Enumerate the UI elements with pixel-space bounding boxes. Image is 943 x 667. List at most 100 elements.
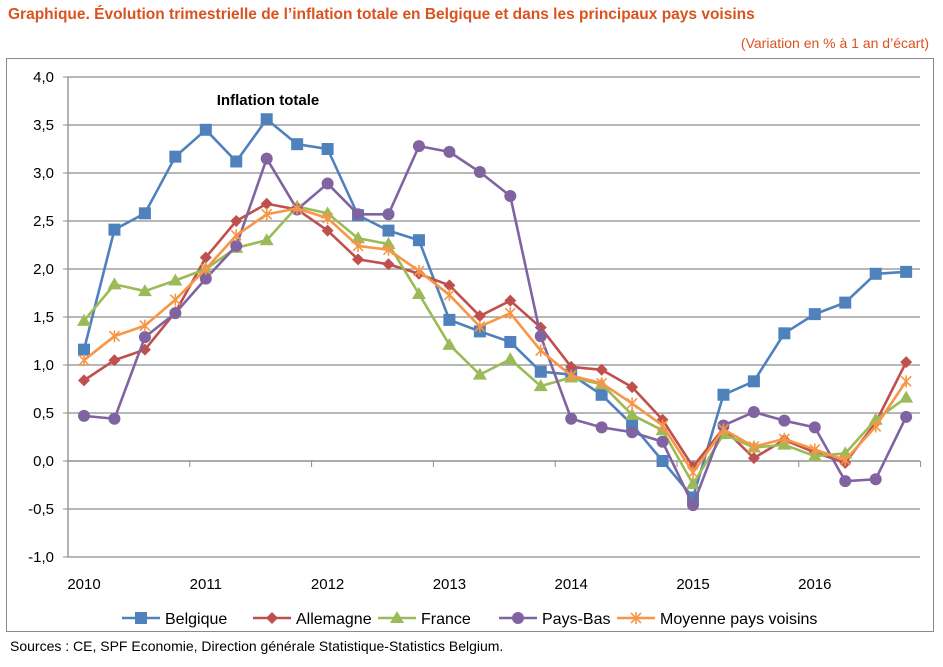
data-point-moyenne-pays-voisins — [291, 202, 303, 215]
x-tick-label: 2011 — [190, 576, 222, 593]
data-point-france — [442, 337, 457, 350]
y-tick-label: 2,5 — [33, 213, 54, 230]
data-point-pays-bas — [230, 239, 243, 252]
series-line-moyenne-pays-voisins — [83, 207, 908, 474]
legend-label-belgique: Belgique — [165, 611, 227, 628]
data-point-france — [168, 273, 183, 286]
chart-subtitle: (Variation en % à 1 an d’écart) — [740, 35, 929, 51]
data-point-belgique — [900, 265, 913, 278]
data-point-moyenne-pays-voisins — [596, 377, 608, 390]
data-point-belgique — [260, 113, 273, 126]
data-point-moyenne-pays-voisins — [78, 354, 90, 367]
data-point-pays-bas — [900, 410, 913, 423]
data-point-allemagne — [260, 197, 273, 210]
data-point-pays-bas — [656, 435, 669, 448]
data-point-moyenne-pays-voisins — [382, 243, 395, 256]
legend-marker-pays-bas — [512, 612, 524, 624]
data-point-moyenne-pays-voisins — [687, 466, 699, 479]
data-point-moyenne-pays-voisins — [748, 440, 760, 453]
data-point-belgique — [504, 335, 517, 348]
data-point-pays-bas — [321, 177, 334, 190]
y-tick-label: 3,0 — [33, 165, 54, 182]
data-point-pays-bas — [412, 140, 425, 153]
x-tick-label: 2010 — [67, 576, 100, 593]
data-point-belgique — [656, 455, 669, 467]
data-point-moyenne-pays-voisins — [626, 397, 638, 410]
y-tick-label: -0,5 — [28, 501, 54, 518]
data-point-belgique — [382, 224, 395, 237]
data-point-allemagne — [565, 360, 578, 373]
data-point-allemagne — [443, 279, 456, 292]
data-point-pays-bas — [687, 499, 699, 512]
data-point-belgique — [169, 150, 182, 163]
data-point-allemagne — [230, 215, 243, 227]
data-point-pays-bas — [138, 331, 151, 344]
data-point-france — [503, 352, 518, 365]
data-point-pays-bas — [260, 152, 273, 165]
legend-label-france: France — [421, 611, 471, 628]
legend-label-pays-bas: Pays-Bas — [542, 611, 610, 628]
y-tick-label: 0,5 — [33, 405, 54, 422]
x-tick-label: 2012 — [311, 576, 344, 593]
x-tick-label: 2013 — [433, 576, 466, 593]
data-point-pays-bas — [443, 145, 456, 158]
data-point-belgique — [808, 308, 821, 321]
sources-note: Sources : CE, SPF Economie, Direction gé… — [10, 638, 504, 654]
data-point-belgique — [199, 123, 212, 136]
data-point-france — [351, 231, 366, 244]
data-point-allemagne — [900, 356, 913, 369]
data-point-allemagne — [199, 251, 212, 264]
data-point-france — [259, 233, 274, 246]
data-point-france — [625, 407, 640, 420]
data-point-france — [533, 379, 548, 392]
data-point-moyenne-pays-voisins — [474, 320, 486, 333]
legend-marker-moyenne-pays-voisins — [630, 612, 642, 624]
data-point-belgique — [747, 375, 760, 388]
data-point-france — [686, 477, 700, 490]
data-point-moyenne-pays-voisins — [200, 263, 212, 275]
data-point-belgique — [321, 143, 334, 155]
data-point-moyenne-pays-voisins — [413, 264, 425, 277]
data-point-moyenne-pays-voisins — [139, 319, 151, 332]
data-point-pays-bas — [626, 426, 639, 439]
data-point-belgique — [778, 327, 791, 340]
y-tick-label: 4,0 — [33, 69, 54, 86]
data-point-allemagne — [473, 310, 486, 323]
y-tick-label: 1,0 — [33, 357, 54, 374]
data-point-allemagne — [504, 294, 517, 307]
data-point-allemagne — [382, 258, 395, 271]
y-tick-label: -1,0 — [28, 549, 54, 566]
data-point-moyenne-pays-voisins — [169, 293, 181, 306]
data-point-belgique — [78, 343, 90, 356]
data-point-belgique — [230, 155, 243, 168]
data-point-moyenne-pays-voisins — [565, 369, 577, 382]
data-point-belgique — [717, 388, 730, 401]
x-tick-label: 2015 — [676, 576, 709, 593]
data-point-moyenne-pays-voisins — [535, 344, 547, 357]
data-point-belgique — [138, 207, 151, 220]
legend-marker-france — [390, 611, 404, 623]
data-point-france — [899, 390, 914, 403]
data-point-moyenne-pays-voisins — [108, 330, 121, 343]
data-point-allemagne — [321, 224, 334, 237]
data-point-moyenne-pays-voisins — [809, 443, 821, 456]
data-point-pays-bas — [169, 307, 182, 320]
legend-marker-belgique — [135, 612, 147, 624]
data-point-pays-bas — [808, 421, 821, 434]
data-point-france — [107, 277, 122, 290]
data-point-moyenne-pays-voisins — [839, 454, 851, 467]
chart-title: Graphique. Évolution trimestrielle de l’… — [8, 6, 755, 23]
data-point-france — [472, 367, 487, 380]
data-point-moyenne-pays-voisins — [656, 419, 669, 432]
data-point-pays-bas — [565, 412, 578, 425]
series-line-france — [83, 205, 907, 486]
series-line-belgique — [82, 117, 907, 499]
data-point-belgique — [108, 223, 121, 236]
data-point-pays-bas — [108, 412, 121, 425]
data-point-france — [77, 313, 91, 326]
data-point-pays-bas — [78, 409, 90, 422]
series-line-allemagne — [83, 202, 908, 469]
data-point-allemagne — [747, 452, 760, 465]
data-point-belgique — [291, 138, 304, 151]
data-point-pays-bas — [869, 473, 882, 486]
